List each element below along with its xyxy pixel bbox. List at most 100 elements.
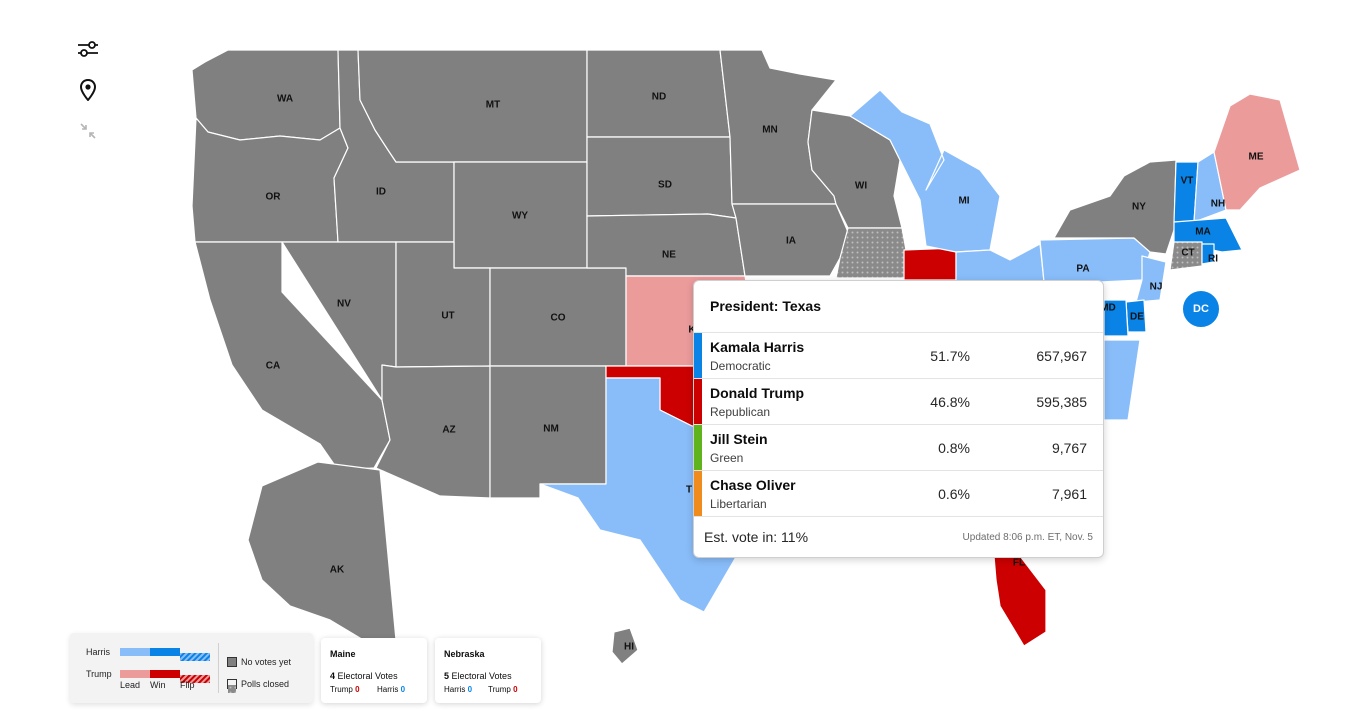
ev-first-name: Trump: [330, 685, 353, 694]
ev-second-candidate: Harris 0: [377, 685, 405, 694]
candidate-percent: 46.8%: [930, 394, 970, 410]
state-ak[interactable]: [247, 461, 397, 651]
tooltip-title: President: Texas: [694, 281, 1103, 333]
state-label-nh: NH: [1211, 199, 1225, 210]
legend-harris-win: [150, 648, 180, 656]
candidate-row: Chase Oliver Libertarian 0.6% 7,961: [694, 471, 1103, 517]
state-hi[interactable]: [611, 627, 639, 665]
state-az[interactable]: [375, 364, 491, 499]
party-color-bar: [694, 379, 702, 424]
ev-state-name: Nebraska: [444, 649, 485, 659]
state-ny[interactable]: [1053, 159, 1177, 255]
state-label-nv: NV: [337, 299, 351, 310]
candidate-percent: 51.7%: [930, 348, 970, 364]
party-color-bar: [694, 425, 702, 470]
location-button[interactable]: [72, 74, 104, 106]
dc-label: DC: [1193, 303, 1209, 315]
ev-first-candidate: Harris 0: [444, 685, 472, 694]
state-mi[interactable]: [849, 89, 1001, 253]
state-or[interactable]: [191, 117, 349, 243]
no-votes-swatch: [227, 657, 237, 667]
candidate-name: Kamala Harris: [710, 339, 805, 355]
state-md[interactable]: [1103, 299, 1129, 337]
state-me[interactable]: [1213, 93, 1301, 211]
nebraska-ev-card[interactable]: Nebraska 5 Electoral Votes Harris 0 Trum…: [435, 638, 541, 703]
state-ri[interactable]: [1201, 243, 1215, 265]
legend-harris-flip: [180, 648, 210, 661]
state-label-tx: T: [686, 485, 692, 496]
ev-second-name: Trump: [488, 685, 511, 694]
state-label-ak: AK: [330, 565, 345, 576]
state-label-nm: NM: [543, 424, 559, 435]
candidate-party: Libertarian: [710, 497, 767, 511]
ev-first-value: 0: [355, 685, 360, 694]
ev-count-line: 4 Electoral Votes: [330, 671, 398, 681]
ev-first-candidate: Trump 0: [330, 685, 360, 694]
state-label-wy: WY: [512, 211, 528, 222]
maine-ev-card[interactable]: Maine 4 Electoral Votes Trump 0 Harris 0: [321, 638, 427, 703]
state-label-ks: K: [688, 325, 696, 336]
location-pin-icon: [79, 79, 97, 101]
candidate-row: Donald Trump Republican 46.8% 595,385: [694, 379, 1103, 425]
candidate-percent: 0.6%: [938, 486, 970, 502]
state-wa[interactable]: [191, 49, 341, 141]
collapse-arrows-icon: [80, 123, 96, 139]
legend-trump-flip: [180, 670, 210, 683]
legend-lead-key: Lead: [120, 680, 141, 690]
ev-text: Electoral Votes: [337, 671, 398, 681]
state-label-ri: RI: [1208, 254, 1218, 265]
state-mt[interactable]: [357, 49, 588, 163]
party-color-bar: [694, 333, 702, 378]
ev-first-name: Harris: [444, 685, 466, 694]
filter-button[interactable]: [72, 33, 104, 65]
ev-second-value: 0: [513, 685, 518, 694]
state-label-ut: UT: [441, 311, 454, 322]
state-fl[interactable]: [993, 555, 1047, 647]
state-label-wi: WI: [855, 181, 867, 192]
candidate-row: Jill Stein Green 0.8% 9,767: [694, 425, 1103, 471]
legend-harris-label: Harris: [86, 647, 110, 657]
ev-state-name: Maine: [330, 649, 356, 659]
updated-timestamp: Updated 8:06 p.m. ET, Nov. 5: [962, 532, 1093, 543]
state-ne[interactable]: [586, 213, 746, 277]
state-sd[interactable]: [586, 136, 737, 219]
state-label-ne: NE: [662, 250, 676, 261]
candidate-votes: 7,961: [1051, 486, 1087, 502]
state-label-or: OR: [266, 192, 282, 203]
legend-win-key: Win: [150, 680, 166, 690]
state-label-ny: NY: [1132, 202, 1146, 213]
candidate-percent: 0.8%: [938, 440, 970, 456]
ev-second-candidate: Trump 0: [488, 685, 518, 694]
collapse-button[interactable]: [72, 115, 104, 147]
state-east-fragment: [1103, 339, 1141, 421]
candidate-name: Jill Stein: [710, 431, 768, 447]
dc-bubble[interactable]: DC: [1181, 289, 1221, 329]
est-vote-in: Est. vote in: 11%: [704, 529, 809, 545]
ev-count: 4: [330, 671, 336, 681]
candidate-name: Chase Oliver: [710, 477, 796, 493]
state-label-ia: IA: [786, 236, 796, 247]
state-label-mt: MT: [486, 100, 500, 111]
state-results-tooltip: President: Texas Kamala Harris Democrati…: [693, 280, 1104, 558]
state-il[interactable]: [835, 227, 907, 279]
state-label-hi: HI: [624, 642, 634, 653]
ev-first-value: 0: [467, 685, 473, 694]
candidate-votes: 9,767: [1051, 440, 1087, 456]
candidate-votes: 595,385: [1036, 394, 1087, 410]
filter-sliders-icon: [78, 41, 98, 57]
state-nj[interactable]: [1135, 255, 1167, 303]
state-pa[interactable]: [1039, 237, 1151, 283]
state-ct[interactable]: [1169, 241, 1203, 271]
state-label-me: ME: [1249, 152, 1264, 163]
legend-divider: [218, 643, 219, 693]
state-label-fl: FL: [1013, 558, 1025, 569]
tooltip-footer: Est. vote in: 11% Updated 8:06 p.m. ET, …: [694, 517, 1103, 557]
candidate-party: Democratic: [710, 359, 771, 373]
state-label-id: ID: [376, 187, 386, 198]
state-in[interactable]: [903, 247, 957, 281]
ev-second-value: 0: [400, 685, 406, 694]
ev-count: 5: [444, 671, 450, 681]
ev-second-name: Harris: [377, 685, 399, 694]
